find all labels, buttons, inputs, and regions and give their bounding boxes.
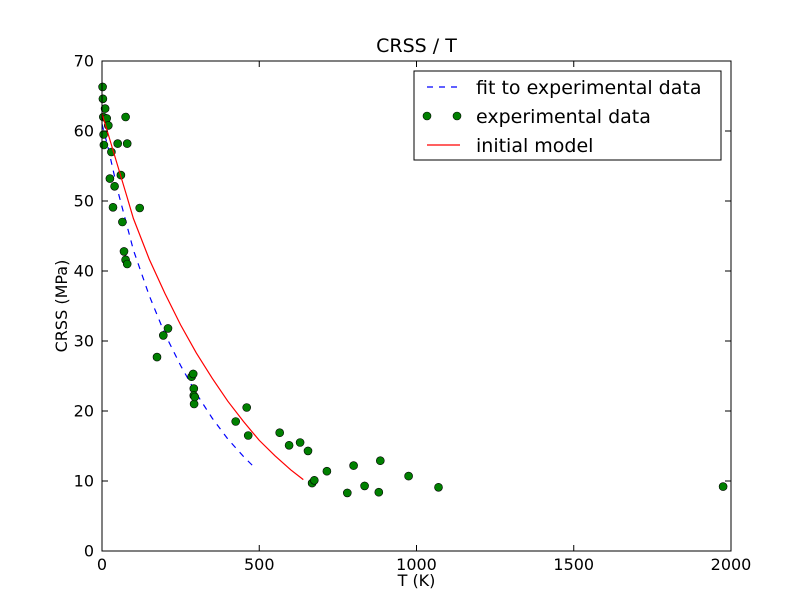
y-tick-label: 30 [74, 332, 94, 351]
y-tick-label: 40 [74, 262, 94, 281]
data-point [159, 331, 168, 340]
data-point [108, 203, 118, 212]
y-tick-label: 60 [74, 122, 94, 141]
data-point [98, 94, 108, 104]
data-point [122, 139, 132, 148]
data-point [284, 440, 294, 450]
data-point [718, 482, 728, 491]
x-axis-title: T (K) [397, 571, 436, 590]
data-point [122, 259, 132, 269]
data-point [118, 217, 127, 227]
data-point [360, 481, 369, 491]
data-point [135, 203, 144, 213]
data-point [110, 182, 119, 191]
x-tick-label: 2000 [711, 555, 752, 574]
data-point [375, 456, 385, 466]
legend: fit to experimental data experimental da… [413, 70, 722, 161]
y-tick-label: 20 [74, 402, 94, 421]
series-line-initial-model [101, 113, 304, 481]
data-point [322, 466, 332, 476]
y-tick-label: 70 [74, 52, 94, 71]
y-tick-label: 0 [84, 542, 94, 561]
data-point [99, 130, 108, 139]
data-point [295, 438, 305, 447]
y-tick-label: 10 [74, 472, 94, 491]
legend-exp-label: experimental data [476, 106, 651, 128]
data-point [188, 369, 198, 379]
data-point [190, 392, 200, 402]
data-point [303, 446, 313, 456]
data-point [121, 112, 130, 122]
legend-box [413, 70, 722, 161]
legend-model-label: initial model [476, 135, 593, 157]
x-tick-label: 0 [97, 555, 107, 574]
data-point [231, 417, 240, 426]
data-point [105, 174, 115, 183]
x-tick-label: 1000 [396, 555, 437, 574]
data-point [99, 140, 109, 150]
legend-exp-marker-left [422, 111, 432, 121]
data-point [152, 352, 162, 362]
data-point [342, 488, 352, 498]
legend-exp-marker-right [452, 111, 462, 121]
data-point [374, 487, 384, 497]
chart-title: CRSS / T [376, 35, 457, 57]
series-layer [98, 82, 728, 498]
data-point [309, 475, 319, 485]
data-point [163, 324, 173, 333]
data-point [242, 403, 251, 412]
data-point [119, 247, 129, 256]
data-point [113, 139, 122, 148]
x-tick-label: 500 [244, 555, 275, 574]
data-point [275, 428, 285, 438]
data-point [98, 82, 107, 92]
data-point [349, 461, 358, 470]
data-point [404, 471, 413, 481]
data-point [243, 431, 253, 440]
x-tick-label: 1500 [553, 555, 594, 574]
y-axis-title: CRSS (MPa) [52, 260, 71, 353]
data-point [100, 104, 110, 113]
ticks-layer: 0 500 1000 1500 2000 0 10 20 30 40 50 60 70 [74, 52, 752, 575]
legend-fit-label: fit to experimental data [476, 77, 701, 99]
data-point [434, 482, 443, 492]
y-tick-label: 50 [74, 192, 94, 211]
